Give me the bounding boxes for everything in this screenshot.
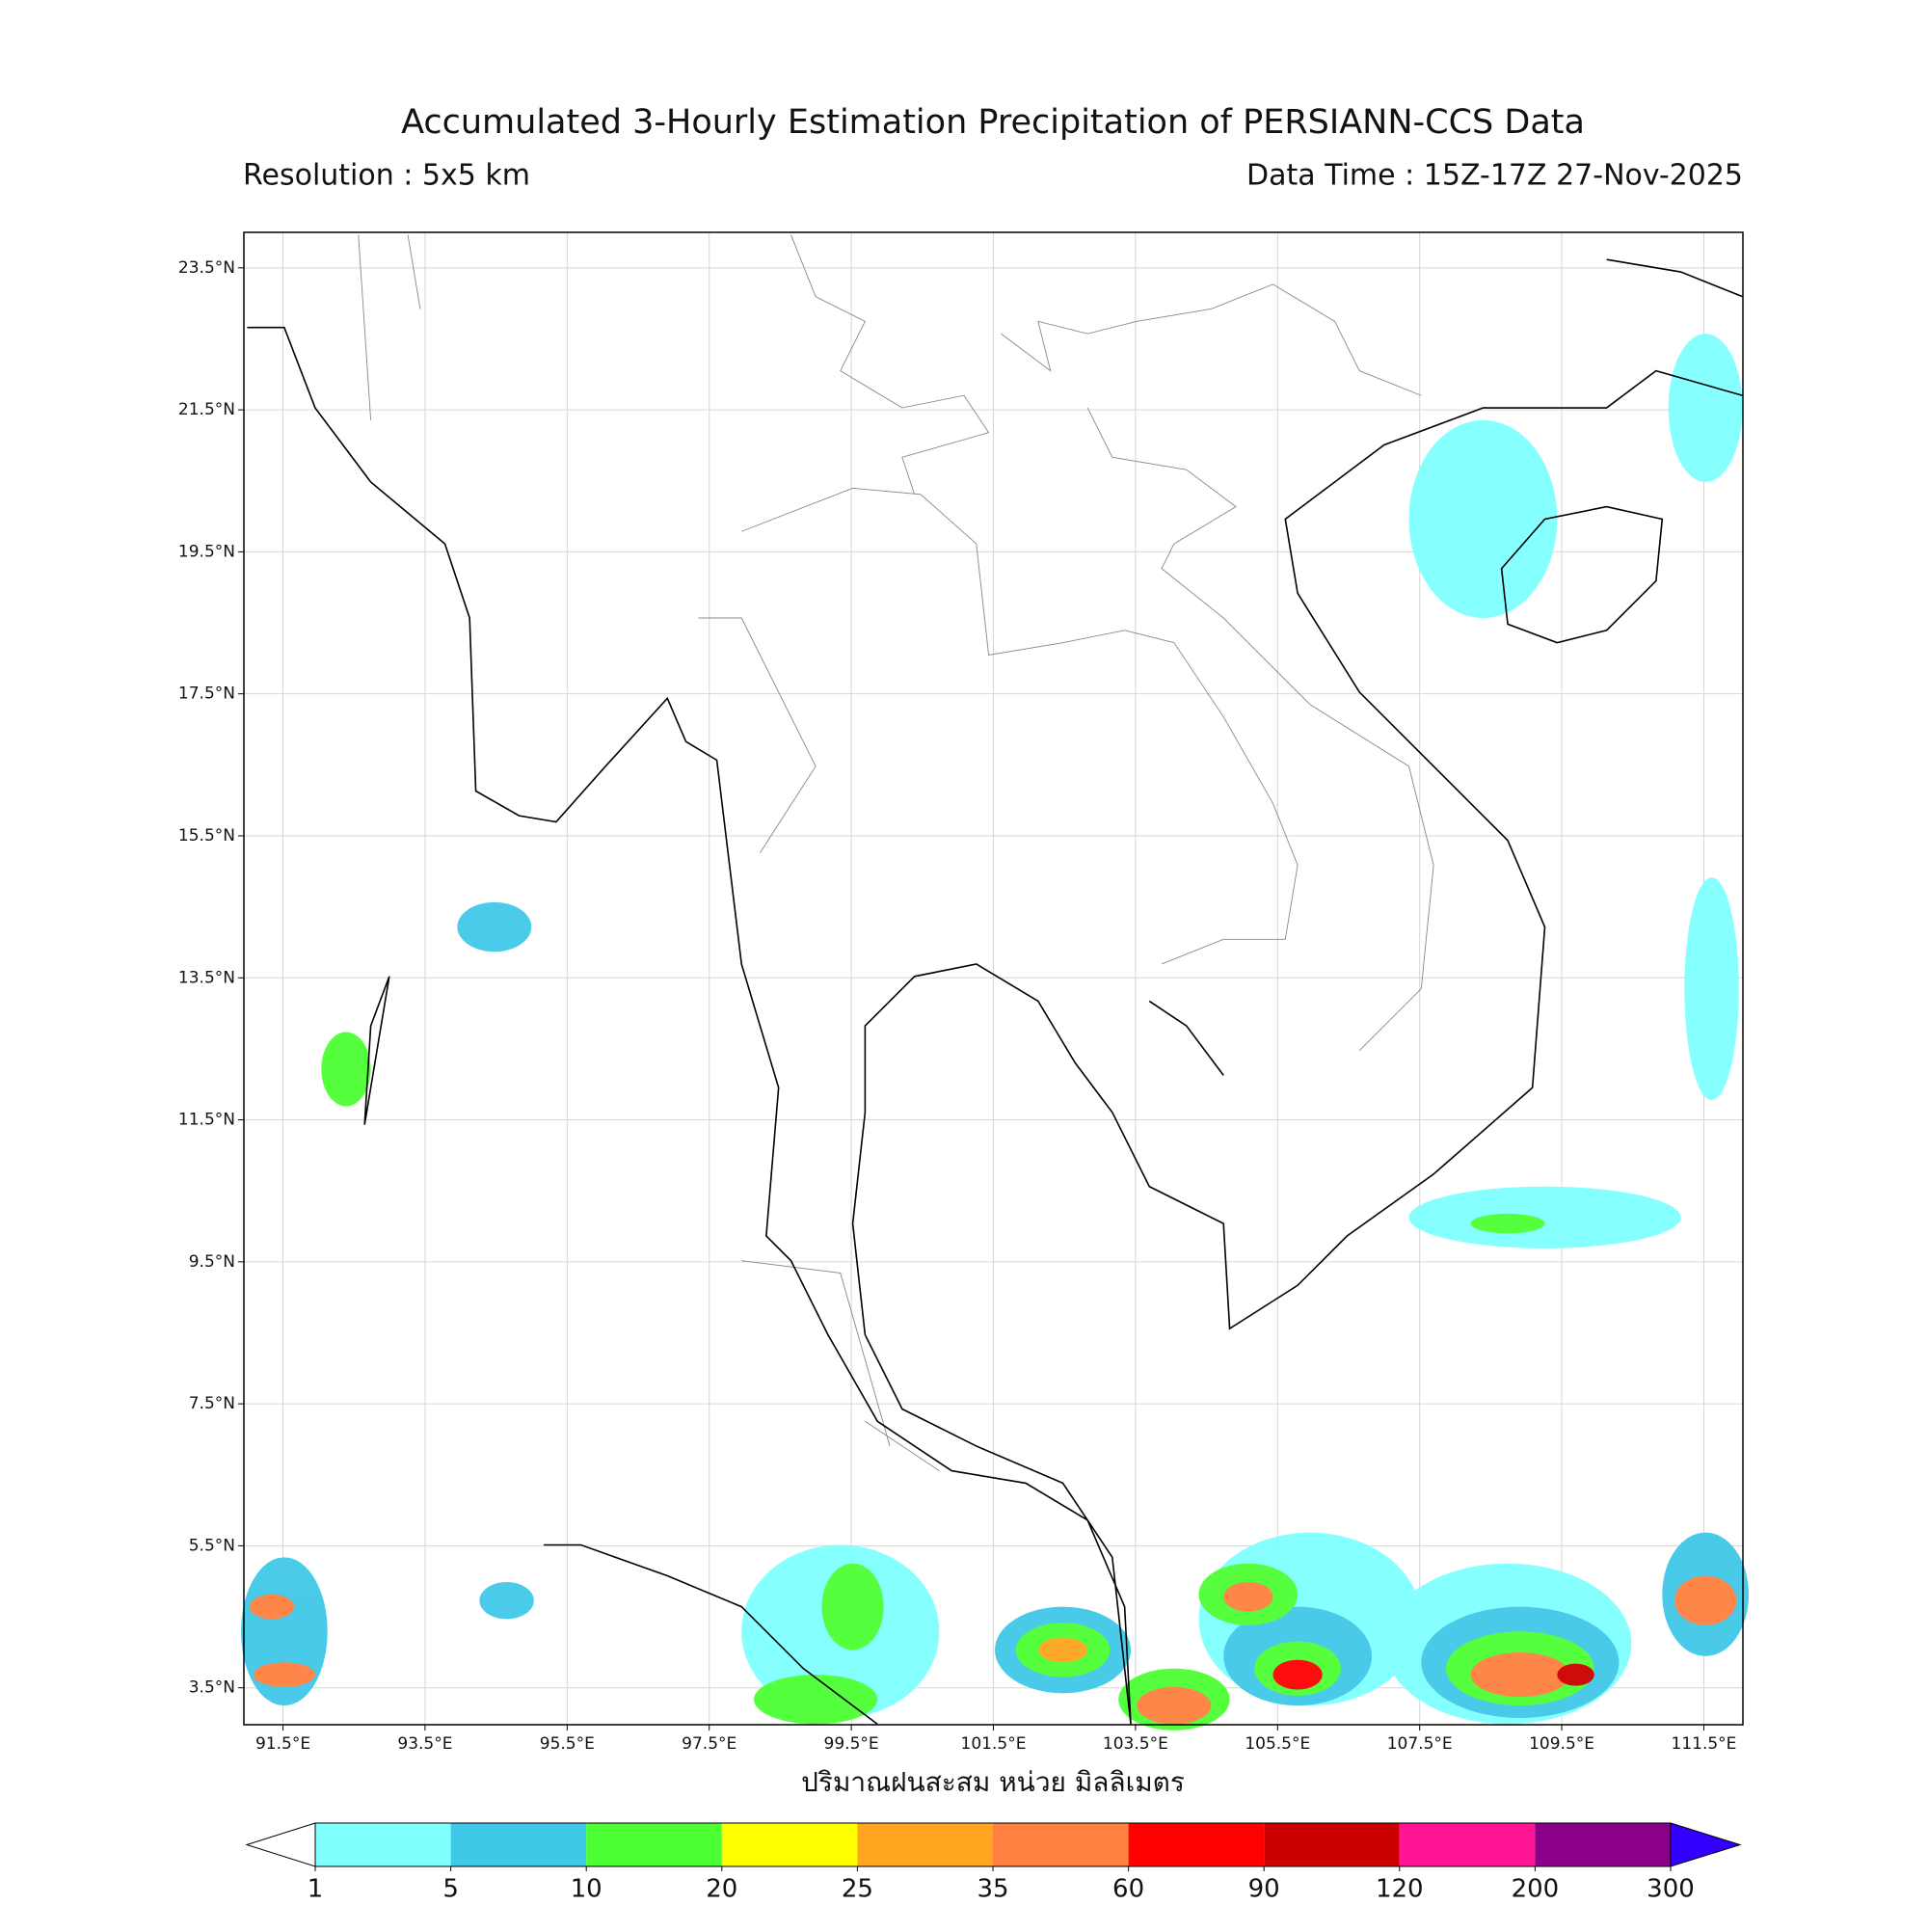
lat-tick-label: 15.5°N xyxy=(178,826,235,845)
lat-tick-label: 11.5°N xyxy=(178,1111,235,1130)
colorbar-tick-label: 60 xyxy=(1112,1875,1144,1904)
lon-tick-label: 93.5°E xyxy=(397,1734,452,1754)
colorbar-bin xyxy=(857,1823,993,1866)
colorbar-bin xyxy=(1399,1823,1536,1866)
colorbar-bin xyxy=(315,1823,451,1866)
colorbar-bin xyxy=(450,1823,587,1866)
colorbar-bin xyxy=(1535,1823,1671,1866)
colorbar-tick-label: 90 xyxy=(1248,1875,1280,1904)
colorbar-tick-label: 10 xyxy=(571,1875,602,1904)
lat-tick-label: 5.5°N xyxy=(189,1536,235,1555)
colorbar-label: ปริมาณฝนสะสม หน่วย มิลลิเมตร xyxy=(801,1766,1185,1798)
lon-tick-label: 111.5°E xyxy=(1672,1734,1737,1754)
lat-tick-label: 7.5°N xyxy=(189,1394,235,1413)
colorbar-over xyxy=(1670,1822,1742,1867)
lon-tick-label: 91.5°E xyxy=(255,1734,310,1754)
lon-tick-label: 99.5°E xyxy=(824,1734,879,1754)
colorbar-bin xyxy=(1264,1823,1400,1866)
title: Accumulated 3-Hourly Estimation Precipit… xyxy=(401,103,1585,142)
rain-blobs xyxy=(240,334,1750,1731)
colorbar-tick-label: 120 xyxy=(1376,1875,1424,1904)
lon-tick-label: 105.5°E xyxy=(1245,1734,1310,1754)
colorbar-tick-label: 1 xyxy=(308,1875,324,1904)
lat-tick-label: 23.5°N xyxy=(178,258,235,278)
data-time: Data Time : 15Z-17Z 27-Nov-2025 xyxy=(1246,159,1743,193)
lat-tick-label: 3.5°N xyxy=(189,1678,235,1698)
colorbar-bin xyxy=(586,1823,722,1866)
colorbar-bin xyxy=(1128,1823,1265,1866)
lat-tick-label: 13.5°N xyxy=(178,968,235,987)
lon-tick-label: 103.5°E xyxy=(1103,1734,1168,1754)
country-borders xyxy=(359,235,1433,1471)
lat-tick-label: 9.5°N xyxy=(189,1252,235,1272)
lon-tick-label: 107.5°E xyxy=(1387,1734,1453,1754)
colorbar-tick-label: 200 xyxy=(1512,1875,1560,1904)
colorbar-tick-label: 5 xyxy=(442,1875,459,1904)
colorbar-tick-label: 35 xyxy=(977,1875,1008,1904)
lat-tick-label: 17.5°N xyxy=(178,684,235,704)
lon-tick-label: 95.5°E xyxy=(540,1734,595,1754)
lon-tick-label: 109.5°E xyxy=(1529,1734,1594,1754)
colorbar-tick-label: 300 xyxy=(1647,1875,1695,1904)
lat-tick-label: 21.5°N xyxy=(178,400,235,419)
lon-tick-label: 97.5°E xyxy=(682,1734,736,1754)
colorbar-under xyxy=(245,1822,316,1867)
colorbar: 1 5 10 20 25 35 60 90 120 200 300 xyxy=(245,1822,1742,1904)
colorbar-bin xyxy=(993,1823,1129,1866)
coastlines xyxy=(247,259,1742,1724)
map-features xyxy=(240,235,1750,1731)
lat-tick-label: 19.5°N xyxy=(178,542,235,561)
colorbar-tick-label: 20 xyxy=(706,1875,737,1904)
lon-tick-label: 101.5°E xyxy=(961,1734,1027,1754)
colorbar-bin xyxy=(721,1823,858,1866)
resolution: Resolution : 5x5 km xyxy=(243,159,530,193)
colorbar-tick-label: 25 xyxy=(842,1875,873,1904)
